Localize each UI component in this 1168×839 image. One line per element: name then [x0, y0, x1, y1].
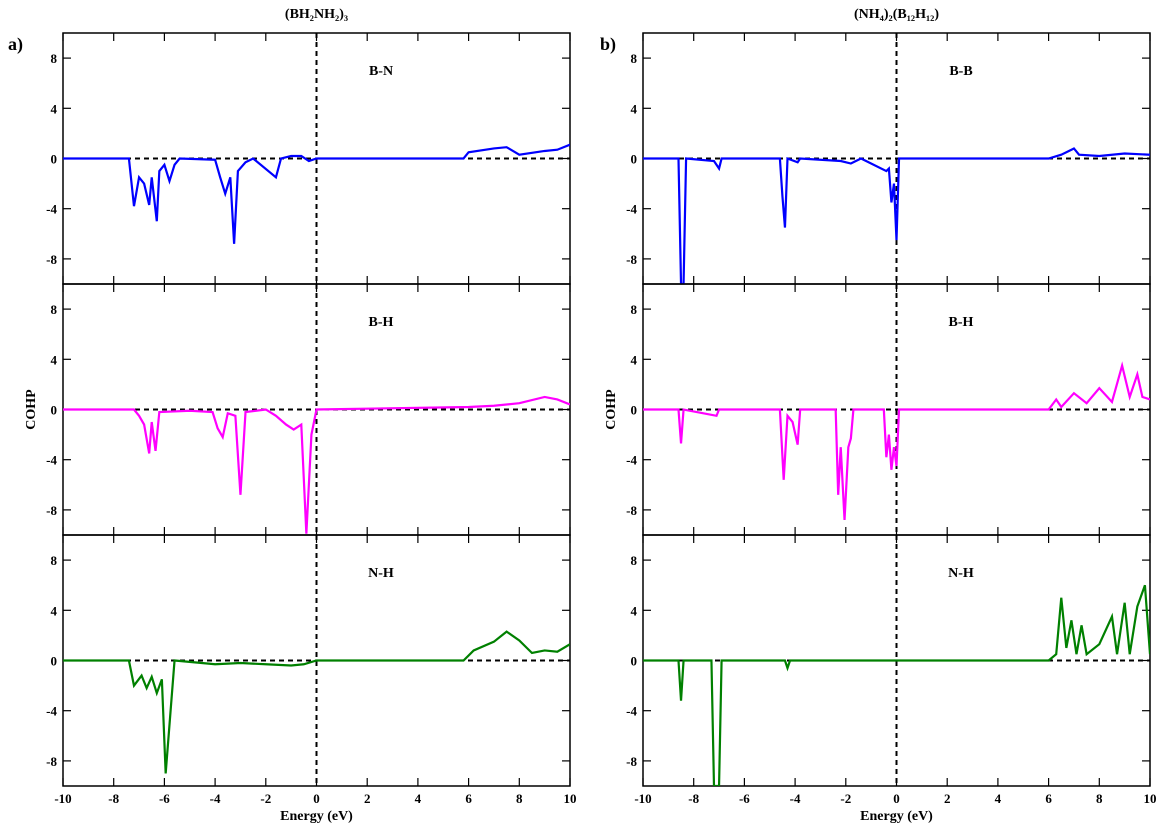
- x-tick-label: -2: [260, 791, 271, 806]
- y-tick-label: 4: [51, 101, 58, 116]
- x-tick-label: 0: [893, 791, 900, 806]
- y-tick-label: 0: [51, 403, 58, 418]
- y-tick-label: 0: [631, 152, 638, 167]
- x-tick-label: -8: [108, 791, 119, 806]
- bond-label: N-H: [368, 566, 394, 581]
- x-tick-label: 0: [313, 791, 320, 806]
- y-tick-label: 4: [631, 101, 638, 116]
- x-tick-label: -10: [54, 791, 71, 806]
- y-axis-label: COHP: [604, 389, 619, 430]
- y-tick-label: 4: [631, 352, 638, 367]
- bond-label: B-N: [369, 64, 393, 79]
- y-tick-label: -8: [626, 252, 637, 267]
- y-tick-label: 4: [51, 603, 58, 618]
- y-tick-label: 8: [631, 553, 638, 568]
- cohp-line: [63, 143, 570, 244]
- y-tick-label: -4: [626, 704, 637, 719]
- cohp-line: [643, 584, 1150, 786]
- y-tick-label: 8: [631, 302, 638, 317]
- cohp-line: [63, 630, 570, 774]
- y-tick-label: -8: [626, 503, 637, 518]
- y-tick-label: 0: [631, 403, 638, 418]
- x-tick-label: 6: [465, 791, 472, 806]
- y-tick-label: -4: [46, 704, 57, 719]
- x-tick-label: 10: [1144, 791, 1157, 806]
- x-tick-label: -4: [210, 791, 221, 806]
- y-tick-label: 8: [51, 51, 58, 66]
- cohp-line: [643, 147, 1150, 284]
- y-tick-label: -8: [626, 754, 637, 769]
- x-tick-label: -6: [159, 791, 170, 806]
- y-tick-label: -4: [626, 202, 637, 217]
- y-tick-label: 0: [631, 654, 638, 669]
- panel-title: (NH₄)₂(B₁₂H₁₂): [854, 7, 939, 22]
- x-tick-label: 8: [516, 791, 523, 806]
- x-tick-label: -6: [739, 791, 750, 806]
- panel: -8 -4 0 4 8 (BH₂NH₂)₃ a) B-N: [8, 7, 571, 285]
- panel: -8 -4 0 4 8 B-H COHP: [24, 283, 571, 536]
- x-tick-label: 6: [1045, 791, 1052, 806]
- y-tick-label: -8: [46, 503, 57, 518]
- y-axis-label: COHP: [24, 389, 39, 430]
- x-tick-label: -2: [840, 791, 851, 806]
- x-axis-label: Energy (eV): [280, 809, 353, 824]
- y-tick-label: 8: [51, 302, 58, 317]
- x-tick-label: 2: [364, 791, 371, 806]
- x-tick-label: 4: [415, 791, 422, 806]
- panel-title: (BH₂NH₂)₃: [285, 7, 348, 22]
- x-tick-label: -10: [634, 791, 651, 806]
- x-tick-label: 2: [944, 791, 951, 806]
- y-tick-label: 8: [51, 553, 58, 568]
- y-tick-label: 8: [631, 51, 638, 66]
- y-tick-label: -8: [46, 252, 57, 267]
- panel: -8 -4 0 4 8 -10 -8 -6 -4 -2 0 2 4 6 8 10 N-H Energy (eV): [46, 534, 577, 824]
- x-tick-label: 10: [564, 791, 577, 806]
- y-tick-label: -8: [46, 754, 57, 769]
- x-tick-label: -4: [790, 791, 801, 806]
- y-tick-label: 0: [51, 152, 58, 167]
- cohp-line: [63, 395, 570, 534]
- panel: -8 -4 0 4 8 B-H COHP: [604, 283, 1151, 536]
- y-tick-label: 4: [51, 352, 58, 367]
- y-tick-label: -4: [46, 453, 57, 468]
- panel-label: b): [600, 34, 616, 55]
- cohp-line: [643, 361, 1150, 520]
- panel-label: a): [8, 34, 23, 55]
- bond-label: B-H: [949, 315, 974, 330]
- bond-label: B-H: [369, 315, 394, 330]
- y-tick-label: -4: [626, 453, 637, 468]
- x-tick-label: 4: [995, 791, 1002, 806]
- y-tick-label: 0: [51, 654, 58, 669]
- bond-label: N-H: [948, 566, 974, 581]
- y-tick-label: 4: [631, 603, 638, 618]
- x-tick-label: -8: [688, 791, 699, 806]
- x-axis-label: Energy (eV): [860, 809, 933, 824]
- panel: -8 -4 0 4 8 (NH₄)₂(B₁₂H₁₂) b) B-B: [600, 7, 1151, 285]
- y-tick-label: -4: [46, 202, 57, 217]
- bond-label: B-B: [949, 64, 972, 79]
- panel: -8 -4 0 4 8 -10 -8 -6 -4 -2 0 2 4 6 8 10 N-H Energy (eV): [626, 534, 1157, 824]
- x-tick-label: 8: [1096, 791, 1103, 806]
